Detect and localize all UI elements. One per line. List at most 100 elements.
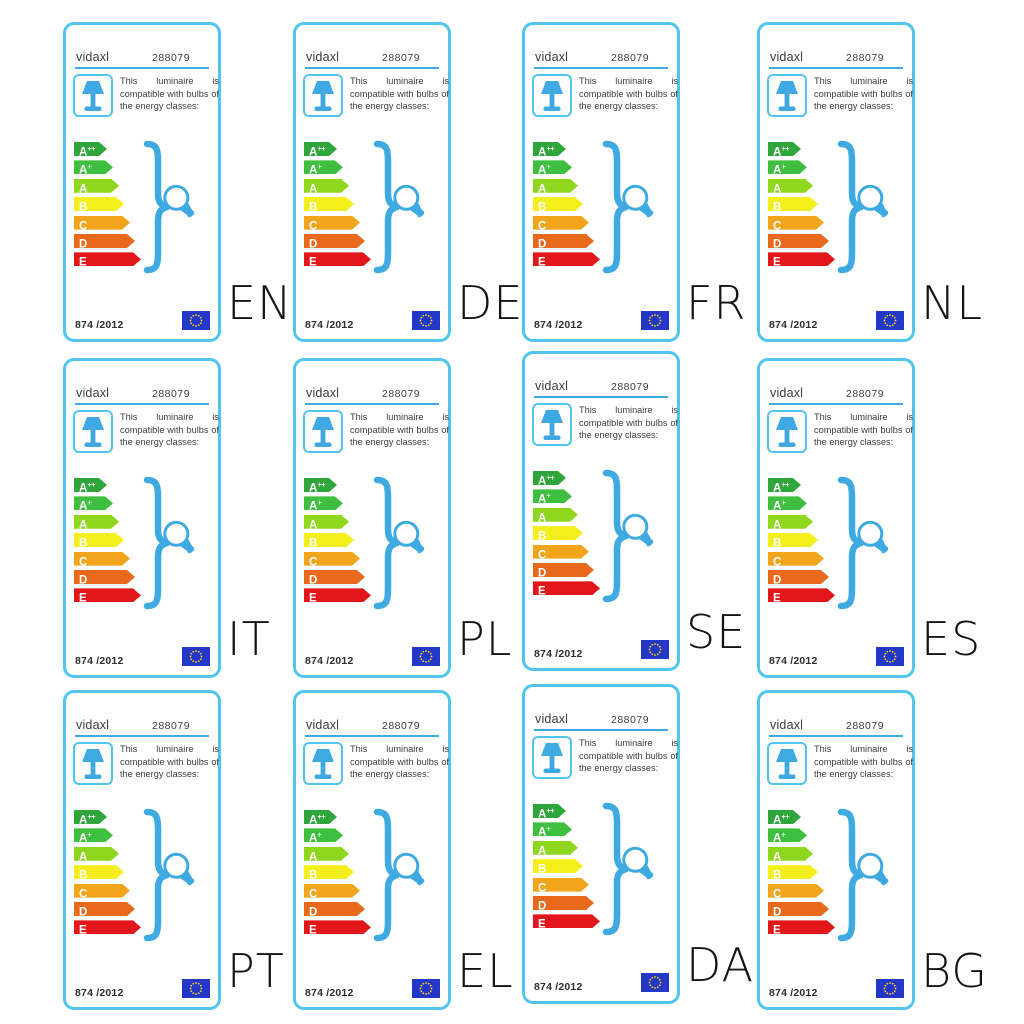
eu-flag-icon — [412, 647, 440, 666]
arrow-letter: A — [309, 500, 318, 513]
energy-class-arrow-a: A — [74, 847, 119, 861]
arrow-letter: E — [79, 592, 87, 605]
label-slot: vidaxl 288079 This luminaire is compatib… — [757, 22, 997, 352]
energy-class-arrow-a-plus: A+ — [533, 160, 572, 174]
arrow-letter: A — [79, 851, 88, 864]
energy-class-list: A++ A+ A B C D E — [768, 142, 835, 271]
arrow-superscript: ++ — [546, 144, 555, 153]
curly-brace-icon — [373, 808, 399, 942]
energy-class-arrow-a: A — [304, 179, 349, 193]
arrow-superscript: + — [781, 830, 786, 840]
energy-class-arrow-a-plus-plus: A++ — [533, 804, 566, 818]
energy-class-arrow-c: C — [74, 216, 130, 230]
language-label-de: DE — [457, 276, 524, 330]
regulation-text: 874 /2012 — [305, 987, 354, 999]
curly-brace-icon — [837, 476, 863, 610]
energy-class-arrow-e: E — [74, 252, 141, 266]
lamp-icon-box — [767, 74, 807, 117]
lamp-icon-box — [767, 742, 807, 785]
arrow-letter: A — [309, 814, 318, 827]
brand-text: vidaxl — [535, 50, 569, 64]
arrow-letter: A — [309, 146, 318, 159]
arrow-letter: A — [79, 183, 88, 196]
arrow-letter: C — [773, 888, 782, 901]
arrow-superscript: ++ — [781, 812, 790, 821]
arrow-letter: D — [309, 906, 318, 919]
arrow-letter: A — [79, 146, 88, 159]
lamp-icon-box — [303, 410, 343, 453]
header-divider — [75, 735, 209, 737]
energy-class-arrow-e: E — [768, 252, 835, 266]
energy-class-arrow-c: C — [533, 878, 589, 892]
energy-class-arrow-e: E — [533, 914, 600, 928]
arrow-letter: A — [309, 851, 318, 864]
lamp-icon-box — [303, 74, 343, 117]
language-label-pl: PL — [457, 612, 513, 666]
energy-class-arrow-a: A — [768, 515, 813, 529]
model-number: 288079 — [611, 714, 650, 726]
energy-class-arrow-c: C — [533, 216, 589, 230]
arrow-letter: D — [79, 906, 88, 919]
energy-label-card: vidaxl 288079 This luminaire is compatib… — [63, 22, 221, 342]
arrow-superscript: + — [781, 162, 786, 172]
energy-class-arrow-e: E — [533, 581, 600, 595]
table-lamp-icon — [541, 80, 563, 111]
header-divider — [305, 735, 439, 737]
arrow-letter: E — [309, 924, 317, 937]
energy-class-arrow-c: C — [74, 552, 130, 566]
curly-brace-icon — [602, 469, 628, 603]
table-lamp-icon — [312, 748, 334, 779]
arrow-superscript: + — [317, 162, 322, 172]
description-text: This luminaire is compatible with bulbs … — [120, 744, 219, 779]
arrow-letter: A — [309, 832, 318, 845]
label-slot: vidaxl 288079 This luminaire is compatib… — [757, 690, 997, 1020]
eu-flag-icon — [876, 311, 904, 330]
brand-text: vidaxl — [76, 386, 110, 400]
arrow-letter: C — [538, 549, 547, 562]
energy-label-card: vidaxl 288079 This luminaire is compatib… — [522, 684, 680, 1004]
model-number: 288079 — [152, 52, 191, 64]
energy-class-arrow-a-plus-plus: A++ — [768, 142, 801, 156]
arrow-letter: E — [538, 918, 546, 931]
header-divider — [769, 67, 903, 69]
lamp-icon-box — [532, 74, 572, 117]
model-number: 288079 — [152, 720, 191, 732]
table-lamp-icon — [776, 416, 798, 447]
energy-class-arrow-a-plus: A+ — [74, 828, 113, 842]
model-number: 288079 — [611, 381, 650, 393]
arrow-superscript: ++ — [317, 812, 326, 821]
regulation-text: 874 /2012 — [75, 655, 124, 667]
arrow-letter: A — [538, 845, 547, 858]
arrow-letter: A — [538, 183, 547, 196]
energy-class-arrow-a-plus-plus: A++ — [768, 478, 801, 492]
description-text: This luminaire is compatible with bulbs … — [350, 412, 449, 447]
arrow-letter: E — [538, 256, 546, 269]
arrow-letter: A — [309, 183, 318, 196]
brand-text: vidaxl — [535, 712, 569, 726]
language-label-da: DA — [686, 938, 755, 992]
energy-class-arrow-b: B — [533, 197, 583, 211]
arrow-letter: A — [309, 519, 318, 532]
light-bulb-icon — [163, 852, 195, 886]
arrow-letter: C — [309, 888, 318, 901]
light-bulb-icon — [622, 846, 654, 880]
energy-class-list: A++ A+ A B C D E — [74, 142, 141, 271]
arrow-letter: C — [309, 556, 318, 569]
lamp-icon-box — [303, 742, 343, 785]
curly-brace-icon — [143, 476, 169, 610]
arrow-superscript: ++ — [546, 473, 555, 482]
energy-class-arrow-a-plus-plus: A++ — [304, 478, 337, 492]
brand-text: vidaxl — [535, 379, 569, 393]
arrow-letter: A — [773, 832, 782, 845]
light-bulb-icon — [393, 852, 425, 886]
arrow-letter: C — [79, 888, 88, 901]
arrow-letter: B — [309, 537, 318, 550]
arrow-letter: A — [79, 500, 88, 513]
arrow-letter: E — [79, 924, 87, 937]
lamp-icon-box — [73, 410, 113, 453]
eu-flag-icon — [182, 647, 210, 666]
energy-class-arrow-a-plus-plus: A++ — [74, 142, 107, 156]
energy-class-arrow-d: D — [533, 896, 594, 910]
energy-class-list: A++ A+ A B C D E — [304, 478, 371, 607]
